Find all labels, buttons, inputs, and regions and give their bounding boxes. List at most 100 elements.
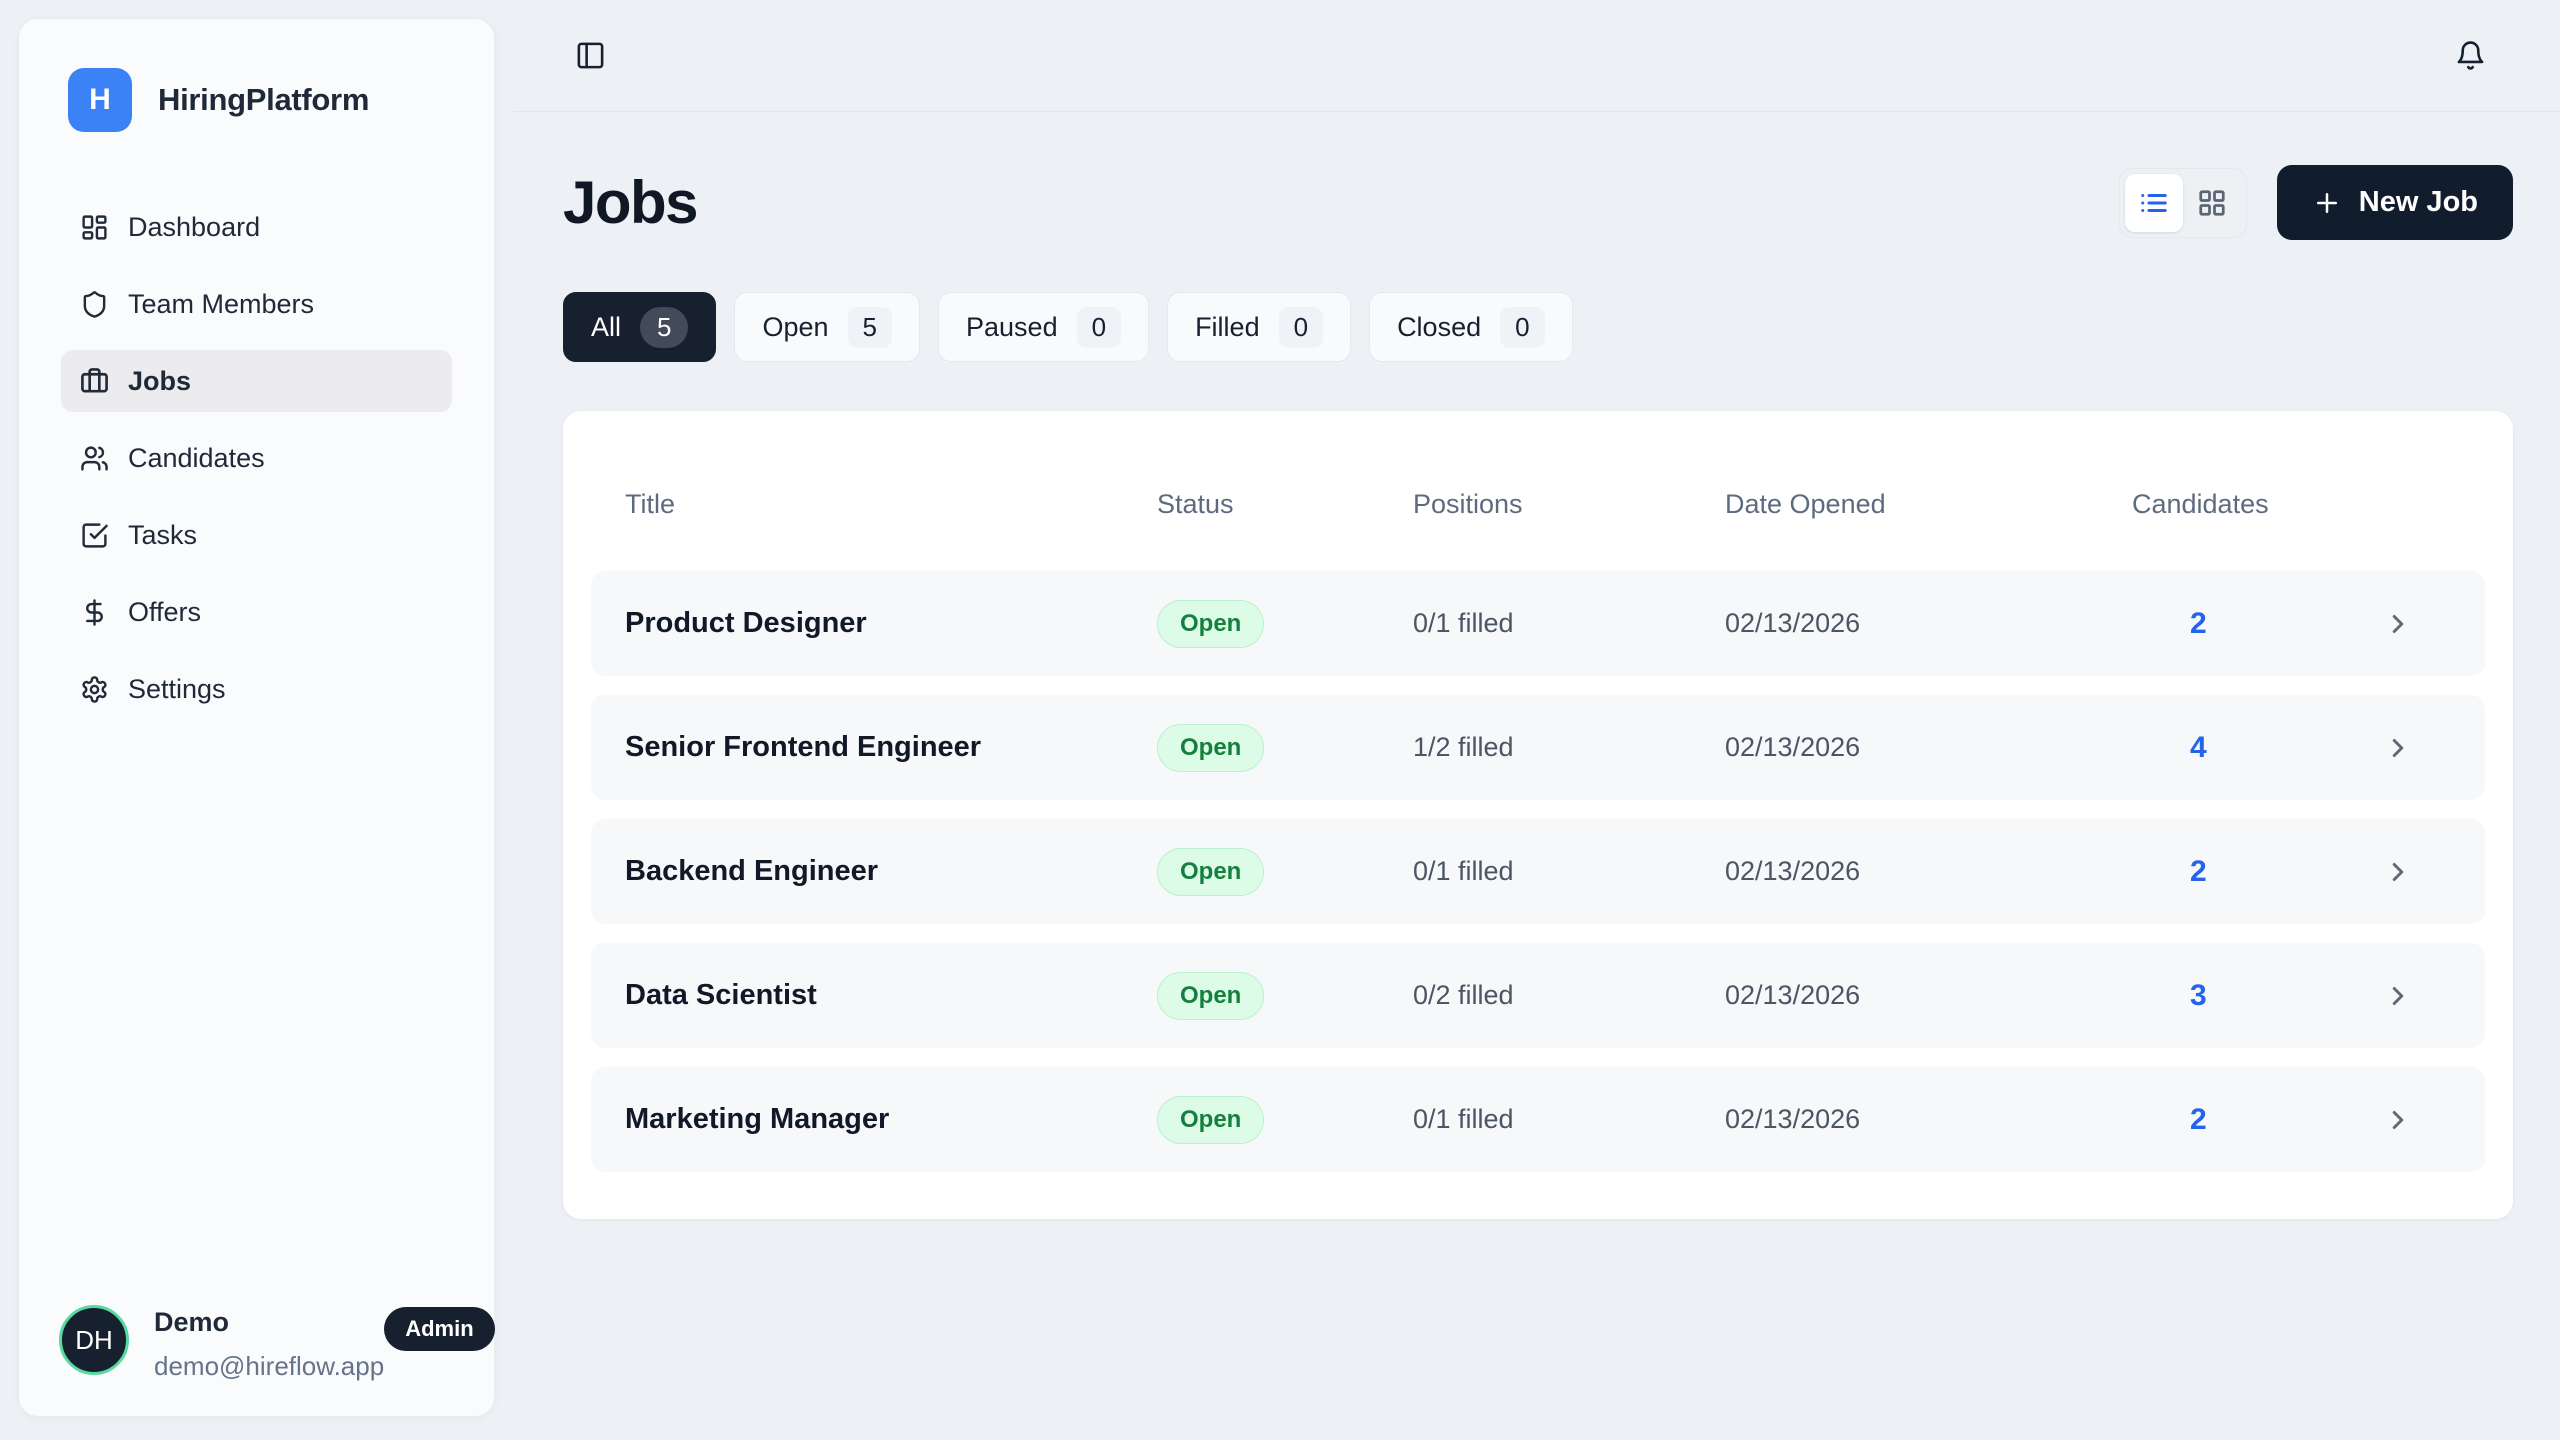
user-card[interactable]: DH Demo demo@hireflow.app Admin [59, 1305, 495, 1382]
shield-icon [80, 290, 109, 319]
column-header-title: Title [625, 488, 676, 519]
sidebar-item-label: Jobs [128, 365, 192, 396]
filter-tab-label: Open [762, 311, 829, 342]
sidebar-item-settings[interactable]: Settings [61, 658, 452, 720]
column-header-candidates: Candidates [2132, 488, 2269, 519]
user-name: Demo [154, 1307, 230, 1337]
grid-view-icon [2197, 188, 2227, 218]
status-badge: Open [1157, 1095, 1265, 1144]
date-opened-cell: 02/13/2026 [1725, 1104, 1861, 1134]
list-view-button[interactable] [2124, 173, 2183, 232]
chevron-right-icon [2383, 857, 2413, 887]
list-view-icon [2139, 188, 2169, 218]
job-title: Product Designer [625, 607, 867, 639]
sidebar-item-team-members[interactable]: Team Members [61, 273, 452, 335]
sidebar-item-label: Settings [128, 673, 226, 704]
job-title: Marketing Manager [625, 1103, 890, 1135]
sidebar-item-offers[interactable]: Offers [61, 581, 452, 643]
column-header-date-opened: Date Opened [1725, 488, 1886, 519]
date-opened-cell: 02/13/2026 [1725, 732, 1861, 762]
user-info: Demo demo@hireflow.app [154, 1305, 384, 1382]
sidebar-item-label: Offers [128, 596, 202, 627]
chevron-right-icon [2383, 609, 2413, 639]
bell-icon [2455, 40, 2486, 71]
header-actions: New Job [2118, 165, 2513, 240]
filter-tab-all[interactable]: All 5 [563, 292, 717, 362]
filter-tab-open[interactable]: Open 5 [734, 292, 921, 362]
table-row[interactable]: Backend Engineer Open 0/1 filled 02/13/2… [591, 819, 2485, 924]
filter-tab-count: 0 [1076, 306, 1122, 348]
new-job-button[interactable]: New Job [2276, 165, 2513, 240]
page-title: Jobs [563, 169, 699, 236]
filter-tab-filled[interactable]: Filled 0 [1167, 292, 1352, 362]
filter-tabs: All 5 Open 5 Paused 0 Filled 0 Closed 0 [563, 292, 2513, 362]
chevron-right-icon [2383, 1105, 2413, 1135]
table-row[interactable]: Data Scientist Open 0/2 filled 02/13/202… [591, 943, 2485, 1048]
status-badge: Open [1157, 847, 1265, 896]
chevron-right-icon [2383, 981, 2413, 1011]
candidates-count-link[interactable]: 4 [2190, 730, 2207, 764]
users-icon [80, 444, 109, 473]
status-badge: Open [1157, 599, 1265, 648]
filter-tab-count: 0 [1500, 306, 1545, 348]
status-badge: Open [1157, 723, 1265, 772]
topbar [513, 0, 2560, 112]
table-header-row: Title Status Positions Date Opened Candi… [591, 487, 2485, 521]
filter-tab-label: All [591, 311, 622, 342]
grid-view-button[interactable] [2183, 174, 2241, 232]
sidebar: H HiringPlatform Dashboard Team Members … [18, 18, 495, 1417]
filter-tab-label: Paused [966, 311, 1058, 342]
filter-tab-paused[interactable]: Paused 0 [938, 292, 1150, 362]
sidebar-item-candidates[interactable]: Candidates [61, 427, 452, 489]
positions-cell: 0/1 filled [1413, 1104, 1514, 1134]
app-logo: H [68, 68, 132, 132]
plus-icon [2312, 188, 2342, 218]
filter-tab-count: 5 [640, 306, 689, 348]
role-badge: Admin [384, 1307, 495, 1351]
briefcase-icon [80, 367, 109, 396]
sidebar-item-label: Dashboard [128, 211, 261, 242]
candidates-count-link[interactable]: 2 [2190, 854, 2207, 888]
filter-tab-closed[interactable]: Closed 0 [1369, 292, 1573, 362]
filter-tab-label: Closed [1397, 311, 1482, 342]
table-row[interactable]: Marketing Manager Open 0/1 filled 02/13/… [591, 1067, 2485, 1172]
job-title: Data Scientist [625, 979, 817, 1011]
job-title: Backend Engineer [625, 855, 879, 887]
date-opened-cell: 02/13/2026 [1725, 608, 1861, 638]
table-row[interactable]: Product Designer Open 0/1 filled 02/13/2… [591, 571, 2485, 676]
date-opened-cell: 02/13/2026 [1725, 856, 1861, 886]
gear-icon [80, 675, 109, 704]
date-opened-cell: 02/13/2026 [1725, 980, 1861, 1010]
dashboard-icon [80, 213, 109, 242]
jobs-table-card: Title Status Positions Date Opened Candi… [563, 411, 2513, 1219]
brand: H HiringPlatform [19, 19, 494, 132]
page-header: Jobs [563, 165, 2513, 240]
avatar: DH [59, 1305, 129, 1375]
notifications-button[interactable] [2455, 40, 2486, 71]
column-header-status: Status [1157, 488, 1234, 519]
job-title: Senior Frontend Engineer [625, 731, 982, 763]
candidates-count-link[interactable]: 3 [2190, 978, 2207, 1012]
positions-cell: 1/2 filled [1413, 732, 1514, 762]
chevron-right-icon [2383, 733, 2413, 763]
app-name: HiringPlatform [158, 82, 370, 117]
filter-tab-count: 0 [1278, 306, 1324, 348]
positions-cell: 0/2 filled [1413, 980, 1514, 1010]
sidebar-nav: Dashboard Team Members Jobs Candidates T… [19, 196, 494, 720]
sidebar-item-dashboard[interactable]: Dashboard [61, 196, 452, 258]
candidates-count-link[interactable]: 2 [2190, 606, 2207, 640]
content: Jobs [513, 165, 2560, 1219]
filter-tab-count: 5 [847, 306, 893, 348]
sidebar-item-label: Team Members [128, 288, 315, 319]
column-header-positions: Positions [1413, 488, 1523, 519]
dollar-icon [80, 598, 109, 627]
main-area: Jobs [513, 0, 2560, 1440]
sidebar-item-tasks[interactable]: Tasks [61, 504, 452, 566]
candidates-count-link[interactable]: 2 [2190, 1102, 2207, 1136]
sidebar-item-jobs[interactable]: Jobs [61, 350, 452, 412]
table-row[interactable]: Senior Frontend Engineer Open 1/2 filled… [591, 695, 2485, 800]
sidebar-toggle-icon [575, 40, 606, 71]
status-badge: Open [1157, 971, 1265, 1020]
sidebar-toggle-button[interactable] [575, 40, 606, 71]
filter-tab-label: Filled [1195, 311, 1260, 342]
